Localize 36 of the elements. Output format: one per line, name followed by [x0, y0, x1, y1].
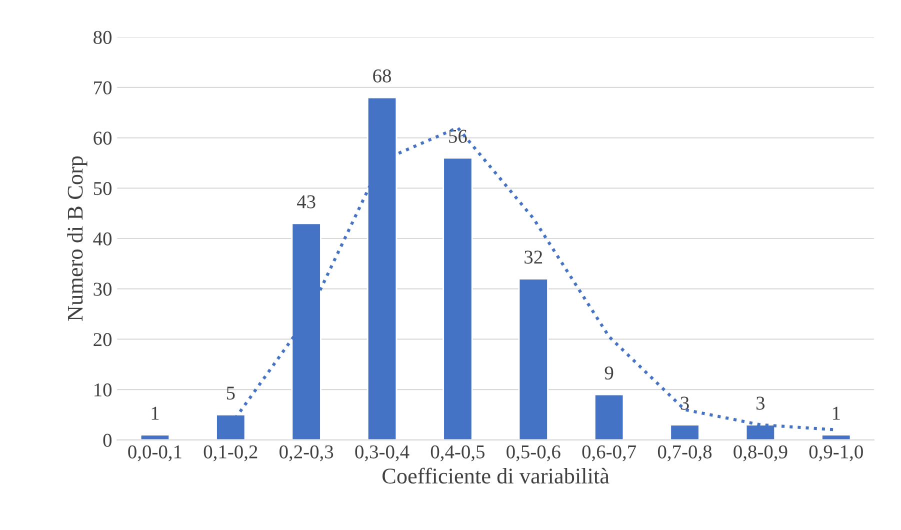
x-tick-label: 0,1-0,2 [204, 445, 258, 462]
x-tick-label: 0,9-1,0 [809, 445, 863, 462]
data-label: 43 [297, 195, 316, 208]
bar [140, 434, 170, 440]
bar [518, 278, 548, 440]
y-axis-title: Numero di B Corp [67, 156, 88, 321]
x-axis-title: Coefficiente di variabilità [382, 468, 610, 484]
y-tick-label: 0 [103, 434, 112, 447]
data-label: 68 [373, 69, 392, 82]
data-label: 32 [524, 250, 542, 264]
data-label: 3 [680, 396, 689, 410]
x-tick-label: 0,8-0,9 [734, 445, 788, 462]
x-tick-label: 0,6-0,7 [582, 445, 636, 462]
data-label: 3 [756, 396, 765, 410]
data-label: 5 [226, 386, 235, 400]
data-label: 1 [152, 406, 159, 420]
y-tick-label: 20 [94, 333, 112, 346]
data-label: 9 [604, 366, 614, 380]
bar [442, 157, 473, 440]
x-tick-label: 0,3-0,4 [355, 445, 410, 462]
x-tick-label: 0,4-0,5 [430, 445, 484, 462]
y-tick-label: 50 [94, 182, 112, 196]
x-tick-label: 0,7-0,8 [658, 445, 712, 462]
y-tick-label: 60 [94, 132, 112, 145]
y-tick-label: 80 [94, 30, 112, 44]
y-tick-label: 70 [94, 81, 112, 94]
y-tick-label: 40 [93, 232, 112, 246]
bar [594, 394, 624, 440]
x-tick-label: 0,2-0,3 [280, 445, 334, 462]
bar [821, 434, 852, 440]
x-tick-label: 0,5-0,6 [506, 445, 560, 462]
bar [670, 424, 700, 440]
x-tick-label: 0,0-0,1 [128, 445, 182, 462]
y-tick-label: 10 [94, 383, 112, 396]
y-tick-label: 30 [94, 282, 112, 296]
data-label: 1 [832, 406, 840, 420]
